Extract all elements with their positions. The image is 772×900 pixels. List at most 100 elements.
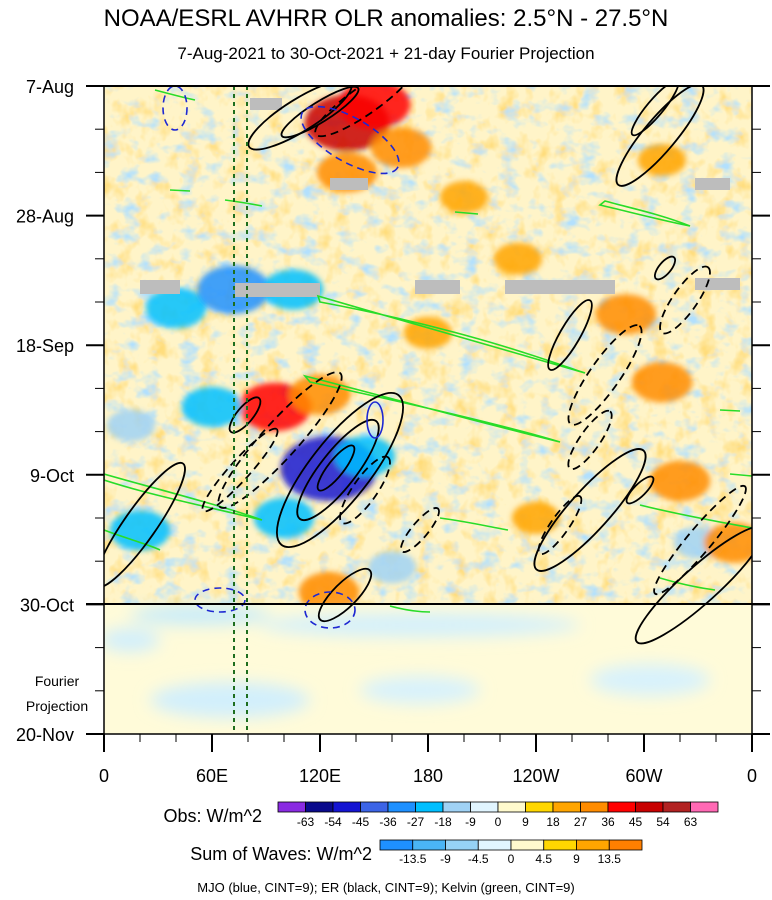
colorbar-tick-label: -9 [465, 815, 476, 829]
x-tick-label: 180 [413, 766, 443, 786]
er-contour-negative [339, 455, 391, 525]
colorbar-swatch [477, 839, 512, 851]
missing-data-bar [140, 280, 180, 294]
projection-label-line2: Projection [26, 698, 88, 714]
colorbar-swatch [305, 801, 334, 813]
er-contour [316, 444, 356, 492]
kelvin-contour [104, 529, 161, 551]
colorbar-swatch [662, 801, 691, 813]
colorbar-tick-label: 4.5 [535, 852, 552, 866]
er-contours [104, 86, 752, 645]
colorbar-swatch [543, 839, 577, 851]
colorbar-swatch [412, 839, 446, 851]
er-contour-negative [201, 427, 279, 513]
anomaly-blob [637, 143, 687, 177]
x-tick-label: 60W [625, 766, 662, 786]
colorbar-swatch [608, 839, 643, 851]
colorbar-tick-label: 36 [601, 815, 615, 829]
er-contour [276, 391, 404, 549]
missing-data-bar [235, 283, 320, 297]
anomaly-blob [145, 288, 207, 329]
colorbar-swatch [332, 801, 361, 813]
er-contour-negative [567, 324, 643, 426]
obs-colorbar-label: Obs: W/m^2 [164, 806, 262, 826]
colorbar-swatch [552, 801, 581, 813]
axis-ticks [86, 85, 770, 752]
missing-data-bars [140, 98, 740, 297]
er-contour [653, 255, 677, 281]
reference-lines [233, 86, 248, 734]
er-contour-negative [659, 265, 711, 335]
mjo-contour-positive [366, 401, 384, 439]
anomaly-blob [511, 501, 561, 535]
y-tick-label: 18-Sep [16, 336, 74, 356]
mjo-contours [162, 86, 400, 629]
anomaly-blob [109, 510, 171, 551]
colorbar-tick-label: 9 [522, 815, 529, 829]
colorbar-swatch [445, 839, 479, 851]
colorbar-tick-label: 54 [656, 815, 670, 829]
colorbar-tick-label: 0 [495, 815, 502, 829]
er-contour [228, 396, 262, 434]
colorbar-tick-label: 9 [573, 852, 580, 866]
chart-subtitle: 7-Aug-2021 to 30-Oct-2021 + 21-day Fouri… [177, 44, 594, 63]
colorbar-swatch [580, 801, 609, 813]
kelvin-contour [659, 577, 716, 591]
x-tick-label: 120W [512, 766, 559, 786]
anomaly-blob [106, 409, 156, 442]
projection-label-line1: Fourier [35, 673, 80, 689]
kelvin-contour [439, 517, 509, 531]
colorbar-tick-label: -45 [352, 815, 370, 829]
colorbar-swatch [277, 801, 306, 813]
er-contour [625, 475, 655, 505]
er-contour [104, 461, 186, 589]
kelvin-contour [719, 409, 741, 412]
er-contour [615, 86, 705, 187]
colorbar-swatch [690, 801, 719, 813]
kelvin-contour [104, 473, 263, 521]
er-contour [296, 419, 380, 521]
colorbar-tick-label: 63 [684, 815, 698, 829]
colorbar-tick-label: 18 [546, 815, 560, 829]
anomaly-blob [370, 127, 432, 168]
colorbar-tick-label: -36 [379, 815, 397, 829]
mjo-contour [162, 86, 188, 131]
kelvin-contour [598, 200, 691, 227]
colorbar-tick-label: -27 [407, 815, 425, 829]
colorbar-tick-label: 0 [508, 852, 515, 866]
colorbar-swatch [510, 839, 545, 851]
mjo-solid-contours [366, 401, 384, 439]
colorbar-tick-label: 27 [574, 815, 588, 829]
er-contour [280, 86, 360, 139]
anomaly-blob [493, 242, 543, 275]
colorbar-swatch [525, 801, 554, 813]
anomaly-blob [439, 180, 489, 214]
colorbar-tick-label: -18 [434, 815, 452, 829]
x-tick-label: 120E [299, 766, 341, 786]
y-tick-label: 7-Aug [26, 77, 74, 97]
anomaly-blob [181, 386, 243, 428]
missing-data-bar [695, 178, 730, 190]
kelvin-contour [639, 504, 752, 529]
colorbar-tick-label: 45 [629, 815, 643, 829]
mjo-contour [304, 591, 356, 629]
er-contour [547, 299, 593, 371]
x-tick-label: 0 [747, 766, 757, 786]
missing-data-bar [695, 278, 740, 290]
kelvin-contour [729, 473, 752, 477]
colorbar-swatch [415, 801, 444, 813]
colorbar-tick-label: -13.5 [399, 852, 427, 866]
plot-area [104, 86, 752, 734]
colorbar-swatch [607, 801, 636, 813]
er-negative-contours [201, 86, 747, 596]
kelvin-contour [389, 605, 431, 613]
x-axis-labels: 0 60E 120E 180 120W 60W 0 [99, 766, 757, 786]
er-contour-negative [567, 409, 613, 471]
er-contour-negative [217, 371, 343, 509]
colorbar-tick-label: 13.5 [598, 852, 622, 866]
waves-colorbar: -13.5 -9 -4.5 0 4.5 9 13.5 [379, 839, 643, 866]
er-contour-negative [537, 494, 583, 556]
missing-data-bar [505, 280, 615, 294]
kelvin-contour [154, 89, 196, 101]
